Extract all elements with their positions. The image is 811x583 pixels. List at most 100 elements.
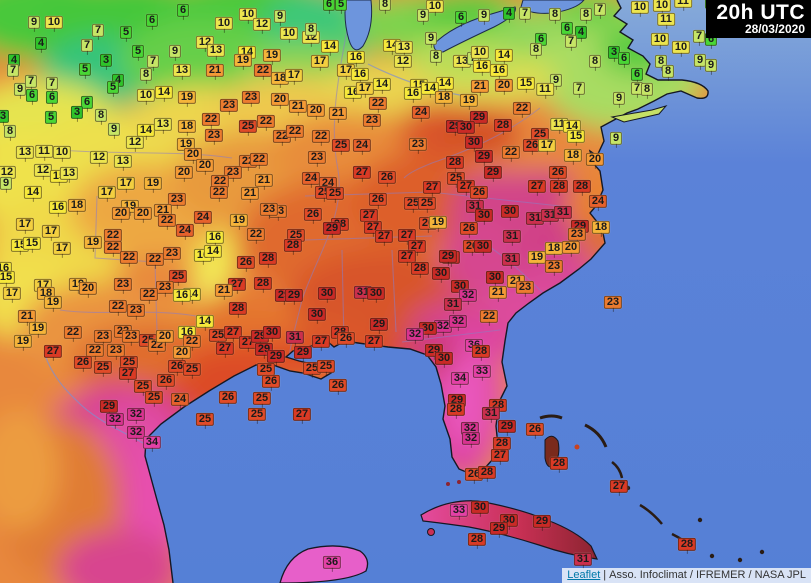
temp-label: 10 bbox=[470, 45, 490, 62]
temp-label: 26 bbox=[303, 207, 323, 224]
temp-label: 32 bbox=[126, 407, 146, 424]
temp-label: 7 bbox=[91, 23, 105, 40]
temp-label: 22 bbox=[63, 325, 83, 342]
temp-label: 31 bbox=[443, 297, 463, 314]
temp-label: 28 bbox=[258, 251, 278, 268]
temp-label: 26 bbox=[167, 359, 187, 376]
temp-label: 5 bbox=[131, 44, 145, 61]
temp-label: 27 bbox=[118, 366, 138, 383]
temp-label: 8 bbox=[640, 82, 654, 99]
temp-label: 16 bbox=[489, 63, 509, 80]
temp-label: 5 bbox=[334, 0, 348, 14]
temp-label: 6 bbox=[25, 88, 39, 105]
temp-label: 22 bbox=[285, 124, 305, 141]
temp-label: 4 bbox=[7, 53, 21, 70]
temp-label: 22 bbox=[209, 185, 229, 202]
temp-label: 9 bbox=[612, 91, 626, 108]
temp-label: 5 bbox=[119, 25, 133, 42]
temp-label: 17 bbox=[537, 138, 557, 155]
temp-label: 14 bbox=[320, 39, 340, 56]
temp-label: 9 bbox=[107, 122, 121, 139]
temp-label: 28 bbox=[572, 179, 592, 196]
temp-label: 9 bbox=[13, 82, 27, 99]
temp-label: 26 bbox=[336, 331, 356, 348]
temp-label: 23 bbox=[155, 280, 175, 297]
temp-label: 30 bbox=[366, 286, 386, 303]
temp-label: 22 bbox=[145, 252, 165, 269]
temp-label: 31 bbox=[502, 229, 522, 246]
temp-label: 25 bbox=[238, 119, 258, 136]
temp-label: 25 bbox=[182, 362, 202, 379]
temp-label: 9 bbox=[477, 8, 491, 25]
temp-label: 27 bbox=[292, 407, 312, 424]
temp-label: 30 bbox=[431, 266, 451, 283]
temp-label: 8 bbox=[661, 64, 675, 81]
temp-label: 10 bbox=[52, 145, 72, 162]
temp-label: 13 bbox=[172, 63, 192, 80]
temp-label: 7 bbox=[518, 6, 532, 23]
temp-label: 32 bbox=[461, 431, 481, 448]
temp-label: 26 bbox=[459, 221, 479, 238]
temp-label: 27 bbox=[422, 180, 442, 197]
temp-label: 12 bbox=[125, 135, 145, 152]
temp-label: 10 bbox=[425, 0, 445, 16]
temp-label: 24 bbox=[411, 105, 431, 122]
temp-label: 28 bbox=[253, 276, 273, 293]
temp-label: 18 bbox=[67, 198, 87, 215]
temp-label: 10 bbox=[136, 88, 156, 105]
temp-label: 29 bbox=[369, 317, 389, 334]
temp-label: 9 bbox=[168, 44, 182, 61]
temp-label: 14 bbox=[23, 185, 43, 202]
temp-label: 20 bbox=[172, 345, 192, 362]
temp-label: 3 bbox=[70, 105, 84, 122]
temp-label: 14 bbox=[420, 81, 440, 98]
temp-label: 21 bbox=[328, 106, 348, 123]
temp-label: 25 bbox=[208, 328, 228, 345]
temp-label: 28 bbox=[283, 238, 303, 255]
temp-label: 9 bbox=[0, 176, 13, 193]
temp-label: 24 bbox=[352, 138, 372, 155]
temp-label: 31 bbox=[481, 406, 501, 423]
temp-label: 23 bbox=[204, 128, 224, 145]
temp-label: 31 bbox=[553, 205, 573, 222]
temp-label: 22 bbox=[157, 213, 177, 230]
temp-label: 24 bbox=[301, 171, 321, 188]
temp-label: 10 bbox=[44, 15, 64, 32]
temp-label: 24 bbox=[170, 392, 190, 409]
temp-label: 20 bbox=[561, 240, 581, 257]
temp-label: 28 bbox=[549, 456, 569, 473]
temp-label: 33 bbox=[472, 364, 492, 381]
temp-label: 23 bbox=[515, 280, 535, 297]
long-island bbox=[610, 105, 668, 123]
temp-label: 25 bbox=[93, 360, 113, 377]
temp-label: 25 bbox=[247, 407, 267, 424]
temp-label: 7 bbox=[572, 81, 586, 98]
temp-label: 22 bbox=[368, 96, 388, 113]
temp-label: 16 bbox=[350, 67, 370, 84]
temp-label: 21 bbox=[288, 99, 308, 116]
temp-label: 16 bbox=[48, 200, 68, 217]
temp-label: 4 bbox=[34, 36, 48, 53]
temp-label: 32 bbox=[405, 327, 425, 344]
temp-label: 27 bbox=[609, 479, 629, 496]
temp-label: 26 bbox=[525, 422, 545, 439]
map-date: 28/03/2020 bbox=[744, 22, 805, 36]
temp-label: 21 bbox=[214, 283, 234, 300]
temp-label: 17 bbox=[116, 176, 136, 193]
leaflet-link[interactable]: Leaflet bbox=[567, 569, 601, 581]
temp-label: 8 bbox=[588, 54, 602, 71]
temp-label: 6 bbox=[560, 21, 574, 38]
temp-label: 22 bbox=[85, 343, 105, 360]
temp-label: 10 bbox=[238, 7, 258, 24]
temp-label: 5 bbox=[106, 80, 120, 97]
temp-label: 3 bbox=[0, 109, 10, 126]
temp-label: 16 bbox=[403, 86, 423, 103]
temp-label: 23 bbox=[362, 113, 382, 130]
temp-label: 19 bbox=[143, 176, 163, 193]
temp-label: 21 bbox=[470, 79, 490, 96]
temp-label: 11 bbox=[674, 0, 692, 11]
temp-label: 7 bbox=[6, 63, 20, 80]
temp-label: 23 bbox=[167, 192, 187, 209]
temp-label: 23 bbox=[567, 227, 587, 244]
